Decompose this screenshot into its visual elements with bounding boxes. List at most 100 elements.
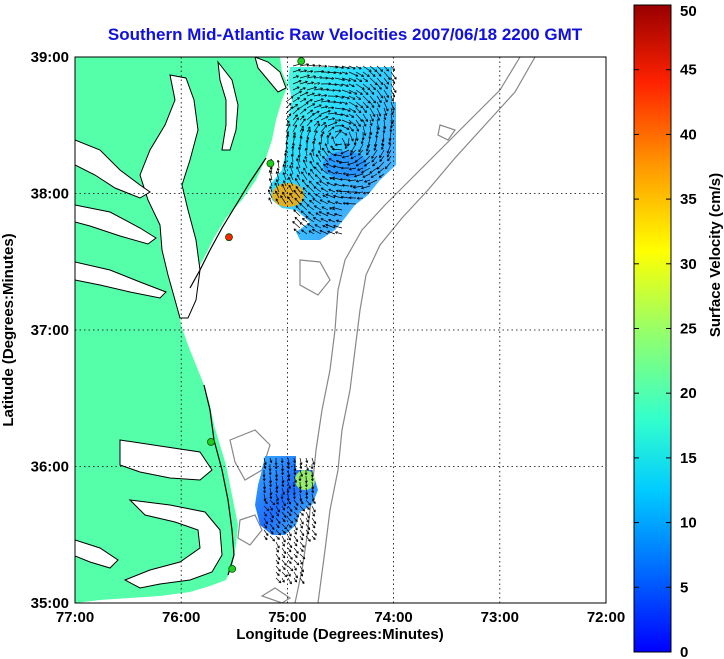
velocity-vector [341,113,349,118]
velocity-vector [320,218,329,223]
velocity-vector [348,131,354,142]
velocity-vector [361,167,371,174]
velocity-vector [312,217,322,223]
velocity-vector [320,105,329,109]
velocity-vector [334,143,343,147]
nc-sounds [75,439,223,589]
velocity-vector [338,161,350,165]
velocity-vector [305,139,309,151]
velocity-vector [269,511,274,519]
velocity-vector [377,167,385,174]
velocity-vector [320,94,328,98]
velocity-vector [388,137,392,145]
velocity-vector [361,185,371,190]
velocity-vector [281,571,288,578]
velocity-vector [369,71,376,77]
velocity-vector [275,577,282,584]
velocity-vector [275,505,280,513]
x-tick-label: 77:00 [56,609,94,626]
velocity-vector [348,113,355,118]
velocity-vector [299,547,304,553]
velocity-vector [292,75,299,79]
velocity-vector [299,505,306,512]
velocity-vector [383,95,388,103]
velocity-vector [306,81,315,85]
velocity-vector [305,535,311,542]
velocity-vector [349,149,357,156]
velocity-vector [348,107,357,113]
velocity-vector [390,95,394,102]
velocity-vector [381,137,385,146]
velocity-vector [369,83,376,91]
velocity-vector [299,63,310,67]
velocity-vector [295,205,301,211]
velocity-vector [299,517,304,525]
station-marker [297,57,306,65]
velocity-vector [390,107,394,115]
velocity-vector [348,83,355,88]
velocity-vector [267,189,273,199]
velocity-vector [269,523,275,530]
velocity-vector [275,179,280,187]
velocity-vector [319,229,329,235]
velocity-vector [275,553,281,561]
velocity-vector [328,158,336,163]
velocity-vector [299,108,307,115]
velocity-vector [293,559,300,566]
velocity-vector [311,228,322,235]
velocity-vector [275,469,278,478]
map-title: Southern Mid-Atlantic Raw Velocities 200… [108,25,583,44]
velocity-vector [334,71,343,75]
velocity-vector [299,499,304,505]
velocity-vector [347,161,357,166]
velocity-vector [299,74,310,79]
velocity-vector [305,529,310,535]
velocity-vector [379,155,385,162]
velocity-vector [362,107,367,114]
velocity-vector [362,71,370,78]
velocity-vector [305,493,309,500]
velocity-vector [362,125,367,136]
velocity-vector [333,224,343,229]
velocity-vector [340,195,350,199]
x-tick-labels: 77:00 76:00 75:00 74:00 73:00 72:00 [56,609,625,626]
velocity-vector [299,115,305,121]
velocity-vector [281,523,288,530]
velocity-vector [362,113,369,122]
velocity-vector [383,101,389,112]
velocity-vector [299,571,304,577]
velocity-vector [292,79,302,85]
velocity-vector [281,559,287,566]
velocity-vector [263,457,267,465]
velocity-vector [289,192,294,199]
velocity-vector [305,499,312,506]
velocity-vector [308,230,315,235]
velocity-vector [281,529,286,534]
y-tick-label: 36:00 [31,459,69,476]
velocity-vector [299,202,308,211]
velocity-vector [314,193,322,199]
velocity-vector [306,126,311,133]
velocity-vector [314,224,322,229]
velocity-vector [355,179,364,183]
velocity-vector [263,487,266,494]
velocity-vector [341,95,350,100]
velocity-vector [269,517,274,523]
velocity-vector [371,155,378,163]
velocity-vector [293,565,297,571]
velocity-vector [293,553,298,559]
velocity-vector [268,178,273,187]
velocity-vector [376,101,381,108]
velocity-vector [287,577,292,585]
velocity-vector [348,196,357,200]
velocity-vector [332,206,343,211]
velocity-vector [304,147,308,157]
velocity-vector [301,179,308,187]
velocity-vector [290,153,294,163]
velocity-vector [305,487,309,496]
velocity-vector [262,475,266,482]
velocity-vector [362,173,371,178]
velocity-vector [341,101,348,105]
velocity-vector [318,150,322,157]
